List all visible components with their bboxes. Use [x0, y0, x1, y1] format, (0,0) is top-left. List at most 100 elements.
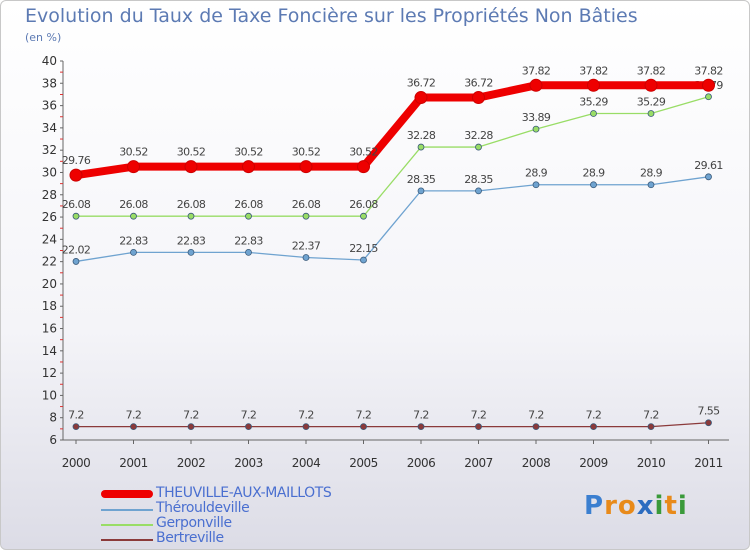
data-label: 22.15 [349, 242, 378, 255]
data-label: 30.52 [177, 146, 206, 159]
data-point [587, 78, 600, 92]
data-label: 26.08 [292, 198, 321, 211]
data-point [357, 160, 370, 174]
x-tick-label: 2003 [234, 456, 263, 470]
legend-label: THEUVILLE-AUX-MAILLOTS [156, 485, 332, 501]
data-label: 26.08 [234, 198, 263, 211]
data-label: 37.82 [637, 64, 666, 77]
logo-letter: o [617, 491, 637, 521]
y-tick-label: 28 [42, 188, 57, 202]
data-point [647, 181, 655, 189]
data-label: 7.2 [126, 409, 142, 422]
data-point [302, 254, 310, 261]
data-label: 29.61 [694, 159, 723, 172]
y-tick-label: 22 [42, 255, 57, 269]
data-label: 7.2 [643, 409, 659, 422]
data-point [532, 181, 540, 189]
legend-swatch [101, 509, 153, 511]
data-label: 30.52 [119, 146, 148, 159]
y-tick-label: 6 [49, 433, 57, 447]
y-tick-label: 24 [42, 232, 57, 246]
series-line [75, 176, 710, 263]
series-line [75, 422, 710, 428]
data-point [417, 423, 425, 431]
data-label: 37.82 [522, 64, 551, 77]
data-label: 28.35 [407, 173, 436, 186]
data-point [647, 423, 655, 431]
y-tick-label: 10 [42, 388, 57, 402]
data-point [360, 423, 367, 431]
data-point [590, 181, 597, 189]
data-label: 7.2 [586, 409, 602, 422]
data-point [360, 256, 367, 264]
logo-letter: i [677, 491, 688, 521]
data-point [245, 212, 252, 220]
data-label: 7.2 [68, 409, 84, 422]
data-label: 35.29 [637, 96, 666, 109]
data-label: 28.9 [525, 167, 548, 180]
data-label: 37.82 [694, 64, 723, 77]
data-point [72, 212, 80, 220]
series-line [72, 81, 713, 180]
data-label: 7.2 [183, 409, 199, 422]
y-tick-label: 18 [42, 299, 57, 313]
y-tick-label: 26 [42, 210, 57, 224]
y-axis-unit: (en %) [25, 31, 62, 44]
data-point [72, 258, 80, 265]
data-label: 7.2 [298, 409, 314, 422]
data-point [127, 160, 140, 174]
data-point [69, 168, 83, 182]
data-label: 30.52 [234, 146, 263, 159]
y-tick-label: 20 [42, 277, 57, 291]
x-tick-label: 2005 [349, 456, 378, 470]
data-label: 35.29 [579, 96, 608, 109]
data-label: 22.83 [119, 234, 148, 247]
data-label: 32.28 [407, 129, 436, 142]
data-label: 22.83 [234, 234, 263, 247]
x-tick-label: 2007 [464, 456, 493, 470]
data-label: 26.08 [62, 198, 91, 211]
data-point [475, 187, 482, 195]
y-tick-label: 30 [42, 165, 57, 179]
data-label: 37.82 [579, 64, 608, 77]
data-point [242, 160, 255, 174]
data-label: 29.76 [62, 154, 91, 167]
data-label: 7.2 [241, 409, 257, 422]
data-label: 22.02 [62, 243, 91, 256]
x-tick-label: 2006 [407, 456, 436, 470]
x-tick-label: 2008 [522, 456, 551, 470]
logo-letter: i [654, 491, 665, 521]
data-point [299, 160, 313, 174]
y-tick-label: 14 [42, 344, 57, 358]
x-tick-label: 2000 [62, 456, 91, 470]
data-point [130, 212, 137, 220]
data-label: 28.9 [640, 167, 663, 180]
series-line [75, 96, 710, 217]
legend-label: Thérouldeville [156, 500, 250, 516]
data-point [705, 93, 712, 101]
legend-label: Gerponville [156, 515, 232, 531]
y-tick-label: 34 [42, 121, 57, 135]
data-point [647, 110, 655, 117]
data-point [245, 423, 252, 431]
data-point [705, 419, 712, 427]
data-point [532, 423, 540, 431]
legend-swatch [101, 524, 153, 526]
data-label: 30.52 [292, 146, 321, 159]
x-tick-label: 2011 [694, 456, 723, 470]
legend-swatch [101, 539, 153, 541]
data-label: 7.2 [471, 409, 487, 422]
data-label: 26.08 [177, 198, 206, 211]
data-label: 36.72 [407, 77, 436, 90]
data-point [184, 160, 198, 174]
data-label: 7.2 [528, 409, 544, 422]
data-label: 26.08 [119, 198, 148, 211]
legend-swatch [101, 490, 153, 498]
y-tick-label: 40 [42, 54, 57, 68]
y-tick-label: 12 [42, 366, 57, 380]
data-point [302, 212, 310, 220]
data-label: 28.35 [464, 173, 493, 186]
data-point [245, 248, 252, 256]
